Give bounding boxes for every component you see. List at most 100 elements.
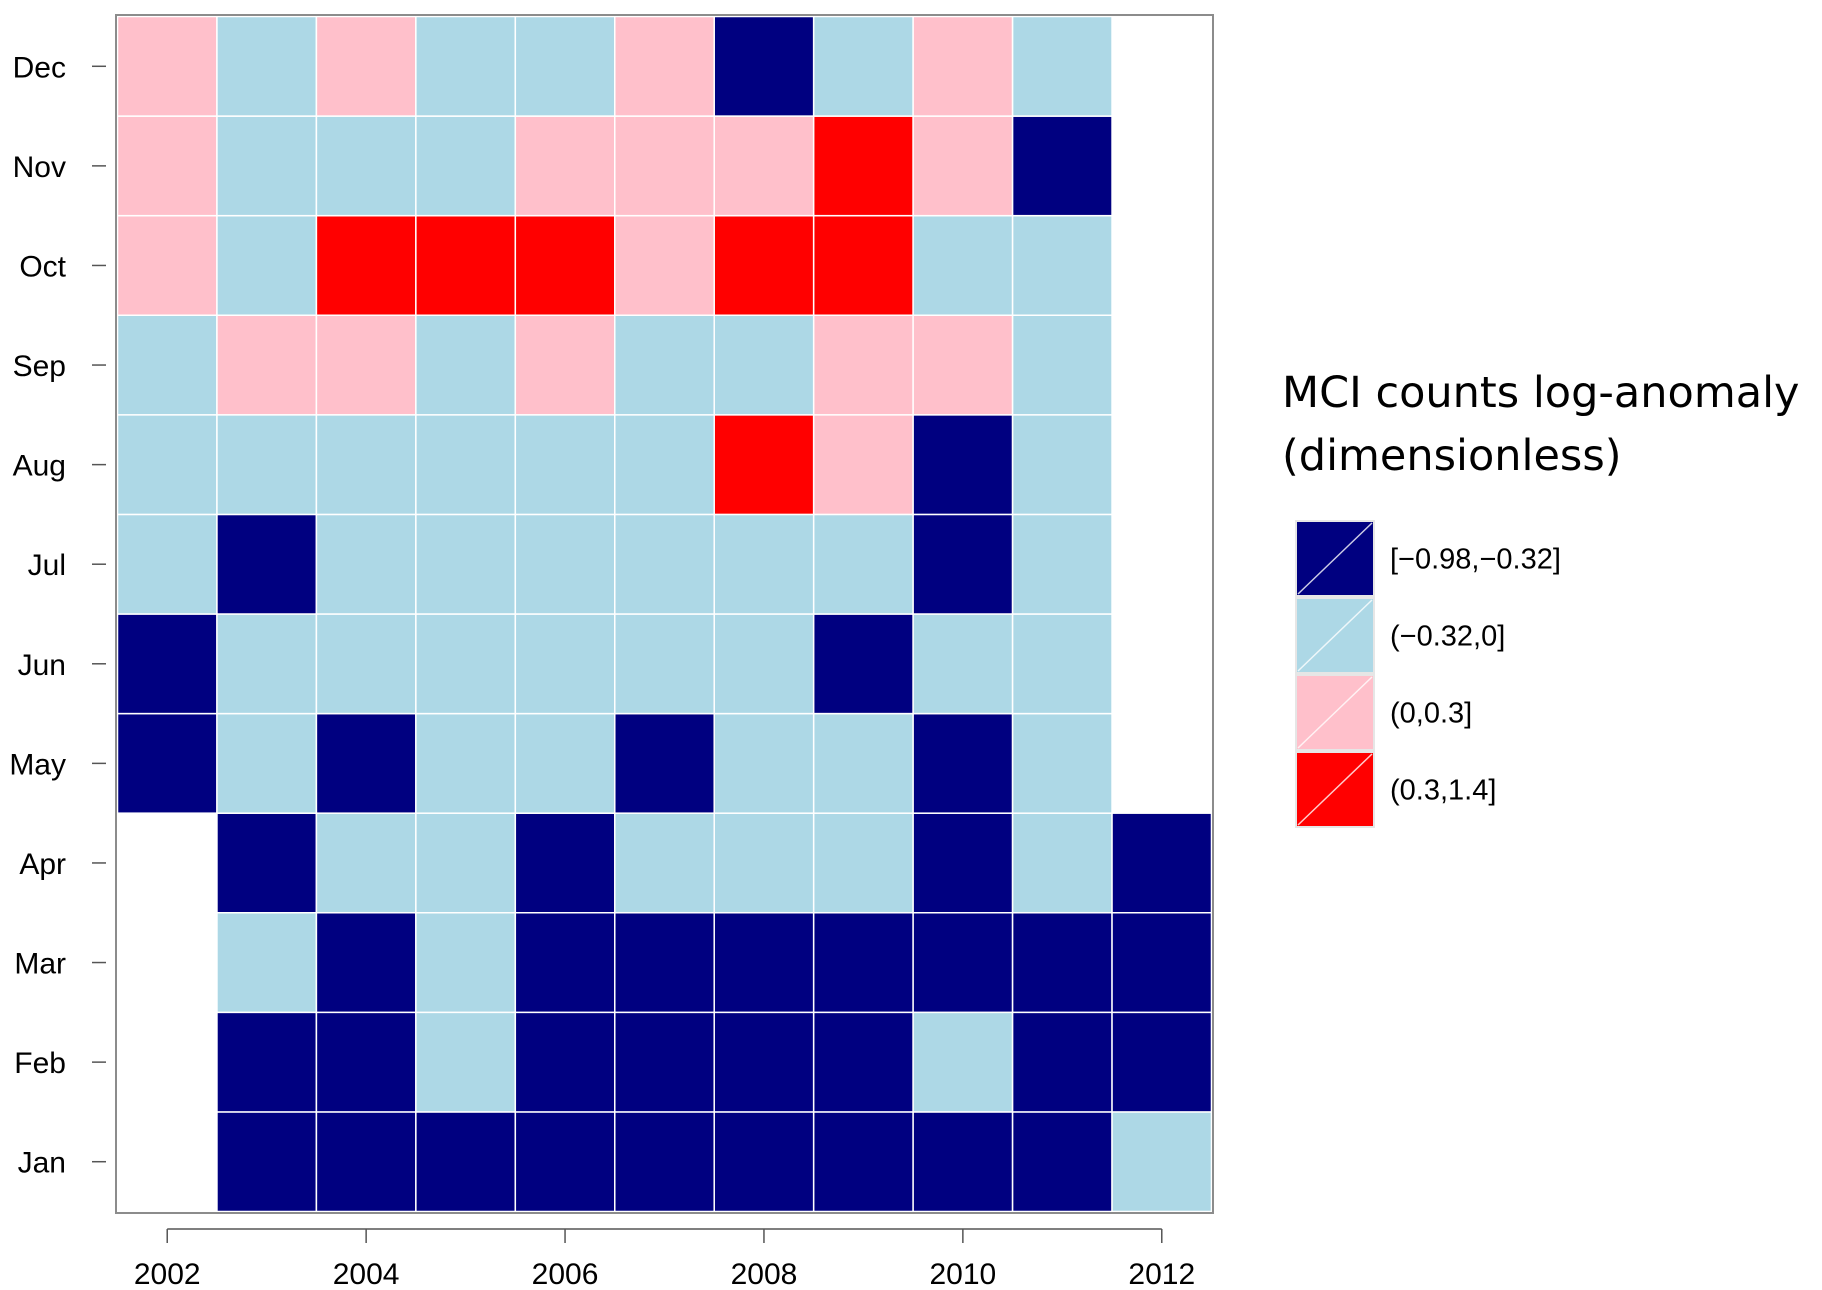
- heatmap-cell-sep-2005: [415, 314, 517, 416]
- heatmap-cell-jul-2008: [713, 513, 815, 615]
- heatmap-cell-mar-2006: [514, 912, 616, 1014]
- heatmap-cell-dec-2010: [912, 15, 1014, 117]
- x-tick-label-2008: 2008: [731, 1258, 798, 1290]
- heatmap-cell-jun-2010: [912, 613, 1014, 715]
- heatmap-cell-feb-2011: [1011, 1011, 1113, 1113]
- legend-swatch-diagonal-3: [1297, 676, 1373, 749]
- heatmap-cell-jun-2007: [614, 613, 715, 715]
- heatmap-cell-mar-2009: [812, 912, 914, 1014]
- legend: MCI counts log-anomaly (dimensionless) […: [1282, 368, 1799, 828]
- x-tick-label-2006: 2006: [532, 1258, 599, 1290]
- heatmap-cell-sep-2009: [812, 314, 914, 416]
- heatmap-cell-mar-2005: [415, 912, 517, 1014]
- heatmap-cell-jul-2004: [315, 513, 417, 615]
- heatmap-cell-dec-2005: [415, 15, 517, 117]
- heatmap-cell-feb-2006: [514, 1011, 616, 1113]
- heatmap-cell-jun-2004: [315, 613, 417, 715]
- heatmap-cell-dec-2008: [713, 15, 815, 117]
- heatmap-cell-apr-2003: [216, 812, 318, 914]
- heatmap-cell-jul-2006: [514, 513, 616, 615]
- heatmap-cell-oct-2011: [1011, 214, 1113, 317]
- heatmap-cell-apr-2008: [713, 812, 815, 914]
- legend-label-1: [−0.98,−0.32]: [1390, 544, 1561, 576]
- legend-item-4: (0.3,1.4]: [1295, 751, 1496, 828]
- heatmap-cell-mar-2004: [315, 912, 417, 1014]
- x-tick-label-2002: 2002: [134, 1258, 201, 1290]
- heatmap-cell-dec-2007: [614, 15, 715, 117]
- heatmap-cell-nov-2004: [315, 115, 417, 217]
- heatmap-cell-jul-2011: [1011, 513, 1113, 615]
- heatmap-cell-jan-2004: [315, 1111, 417, 1213]
- heatmap-cell-oct-2007: [614, 214, 715, 317]
- heatmap-cell-feb-2008: [713, 1011, 815, 1113]
- heatmap-cell-aug-2011: [1011, 414, 1113, 516]
- heatmap-cell-jan-2012: [1111, 1111, 1213, 1213]
- heatmap-cell-may-2006: [514, 712, 616, 814]
- heatmap-cell-may-2004: [315, 712, 417, 814]
- heatmap-cell-sep-2010: [912, 314, 1014, 416]
- heatmap-cell-feb-2010: [912, 1011, 1014, 1113]
- heatmap-cells: [116, 15, 1213, 1213]
- x-tick-label-2004: 2004: [333, 1258, 400, 1290]
- heatmap-cell-feb-2003: [216, 1011, 318, 1113]
- heatmap-cell-oct-2003: [216, 214, 318, 317]
- heatmap-cell-jul-2005: [415, 513, 517, 615]
- heatmap-cell-mar-2012: [1111, 912, 1213, 1014]
- y-tick-label-feb: Feb: [14, 1047, 66, 1080]
- legend-item-1: [−0.98,−0.32]: [1295, 520, 1561, 597]
- y-tick-label-oct: Oct: [19, 250, 66, 283]
- x-axis: 2002 2004 2006 2008 2010 2012: [134, 1228, 1195, 1290]
- heatmap-cell-aug-2005: [415, 414, 517, 516]
- heatmap-cell-may-2002: [116, 712, 218, 814]
- heatmap-cell-aug-2008: [713, 414, 815, 516]
- legend-item-3: (0,0.3]: [1295, 674, 1472, 751]
- heatmap-cell-apr-2006: [514, 812, 616, 914]
- heatmap-cell-nov-2005: [415, 115, 517, 217]
- y-tick-label-aug: Aug: [13, 450, 66, 483]
- heatmap-cell-oct-2010: [912, 214, 1014, 317]
- heatmap-cell-jul-2009: [812, 513, 914, 615]
- y-tick-label-jul: Jul: [28, 549, 66, 582]
- heatmap-cell-oct-2006: [514, 214, 616, 317]
- heatmap-cell-jul-2002: [116, 513, 218, 615]
- heatmap-cell-nov-2007: [614, 115, 715, 217]
- heatmap-cell-dec-2004: [315, 15, 417, 117]
- heatmap-cell-may-2005: [415, 712, 517, 814]
- heatmap-cell-nov-2010: [912, 115, 1014, 217]
- y-tick-label-may: May: [9, 748, 66, 781]
- heatmap-cell-feb-2007: [614, 1011, 715, 1113]
- y-tick-label-sep: Sep: [13, 350, 66, 383]
- heatmap-cell-jul-2010: [912, 513, 1014, 615]
- heatmap-cell-oct-2004: [315, 214, 417, 317]
- y-tick-label-mar: Mar: [14, 948, 66, 981]
- heatmap-cell-jan-2011: [1011, 1111, 1113, 1213]
- heatmap-cell-sep-2002: [116, 314, 218, 416]
- y-tick-label-jun: Jun: [18, 649, 66, 682]
- heatmap-cell-jan-2006: [514, 1111, 616, 1213]
- heatmap-cell-may-2003: [216, 712, 318, 814]
- heatmap-cell-apr-2005: [415, 812, 517, 914]
- heatmap-cell-apr-2007: [614, 812, 715, 914]
- heatmap-cell-dec-2006: [514, 15, 616, 117]
- heatmap-cell-dec-2003: [216, 15, 318, 117]
- heatmap-cell-apr-2009: [812, 812, 914, 914]
- heatmap-cell-nov-2002: [116, 115, 218, 217]
- heatmap-cell-jun-2008: [713, 613, 815, 715]
- heatmap-cell-feb-2009: [812, 1011, 914, 1113]
- legend-label-3: (0,0.3]: [1390, 698, 1472, 730]
- heatmap-cell-sep-2006: [514, 314, 616, 416]
- heatmap-cell-apr-2010: [912, 812, 1014, 914]
- heatmap-cell-jan-2003: [216, 1111, 318, 1213]
- heatmap-cell-feb-2012: [1111, 1011, 1213, 1113]
- heatmap-cell-sep-2003: [216, 314, 318, 416]
- heatmap-cell-aug-2009: [812, 414, 914, 516]
- heatmap-cell-aug-2003: [216, 414, 318, 516]
- heatmap-cell-aug-2006: [514, 414, 616, 516]
- heatmap-cell-sep-2004: [315, 314, 417, 416]
- y-tick-label-nov: Nov: [13, 151, 66, 184]
- legend-swatch-diagonal-2: [1297, 599, 1373, 672]
- x-tick-label-2012: 2012: [1128, 1258, 1195, 1290]
- legend-title-line-1: MCI counts log-anomaly: [1282, 368, 1799, 418]
- legend-swatch-diagonal-4: [1297, 753, 1373, 826]
